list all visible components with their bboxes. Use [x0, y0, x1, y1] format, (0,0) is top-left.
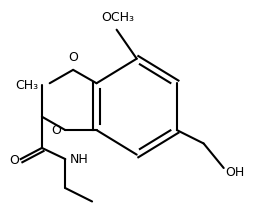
Text: CH₃: CH₃	[15, 79, 38, 92]
Text: OH: OH	[225, 166, 244, 179]
Text: O: O	[10, 154, 20, 167]
Text: OCH₃: OCH₃	[101, 11, 134, 24]
Text: O: O	[68, 51, 78, 64]
Text: NH: NH	[70, 153, 88, 166]
Text: O: O	[51, 124, 61, 137]
